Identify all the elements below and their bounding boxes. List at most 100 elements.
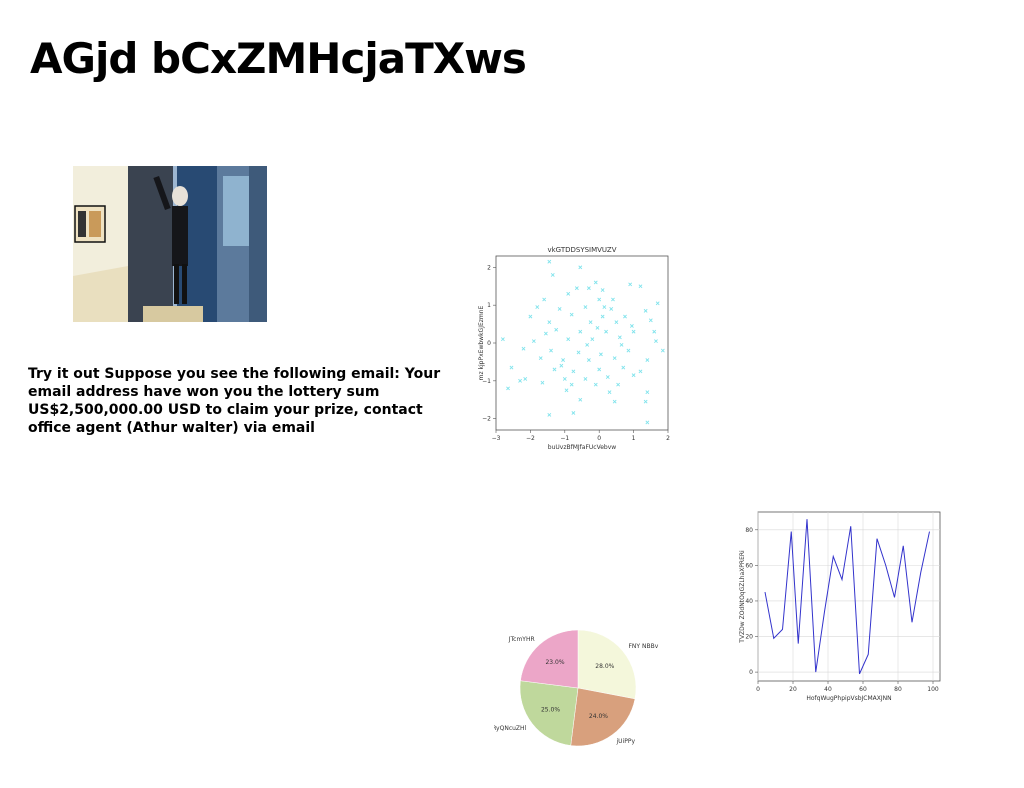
pie-chart: 28.0% FNY NBBv 24.0% jUiPPy 25.0% RyQNcuZHl 23… (494, 629, 659, 747)
scatter-point (593, 382, 598, 387)
scatter-point (643, 308, 648, 313)
scatter-point (655, 301, 660, 306)
scatter-point (599, 352, 603, 357)
scatter-point (559, 363, 564, 368)
pie-slice-label: RyQNcuZHl (494, 725, 527, 732)
scatter-point (566, 291, 571, 296)
scatter-plot-area (495, 255, 669, 431)
line-x-tick-label: 20 (789, 686, 797, 693)
scatter-point (638, 284, 643, 289)
scatter-point (631, 373, 636, 378)
line-y-tick-label: 60 (745, 562, 753, 569)
scatter-y-tick-label: 1 (487, 302, 491, 309)
scatter-point (578, 397, 583, 402)
scatter-x-axis-label: buUvzBfMJfaFUcVebvw (548, 444, 616, 451)
line-x-tick-label: 0 (756, 686, 760, 693)
line-x-tick-label: 100 (927, 686, 939, 693)
scatter-point (554, 327, 559, 332)
scatter-point (652, 329, 657, 334)
pie-slice (577, 629, 637, 700)
scatter-point (612, 399, 617, 404)
line-x-tick-label: 60 (859, 686, 867, 693)
scatter-point (643, 399, 648, 404)
scatter-point (535, 305, 540, 309)
scatter-point (571, 369, 576, 374)
scatter-point (557, 307, 562, 311)
scatter-point (547, 320, 552, 325)
scatter-point (593, 280, 598, 285)
scatter-point (609, 307, 614, 311)
scatter-y-tick-label: 0 (487, 340, 491, 347)
pie-slice-percent: 25.0% (541, 706, 560, 713)
scatter-point (538, 356, 543, 361)
scatter-point (547, 412, 552, 417)
pie-slice-percent: 24.0% (589, 713, 608, 720)
line-y-tick-label: 20 (745, 634, 753, 641)
scatter-point (586, 358, 591, 362)
line-y-axis-label: TVZDw ZOdNtOqGZLhaXPRERi (739, 550, 746, 644)
line-y-tick-label: 0 (749, 669, 753, 676)
scatter-y-axis-label: mz kjpPxEwbwkGJEzmnE (478, 305, 485, 380)
scatter-x-tick-label: 1 (632, 435, 636, 442)
scatter-point (566, 337, 571, 342)
scatter-x-tick-label: −1 (560, 435, 569, 442)
line-chart: 0 20 40 60 80 100020406080HofqWugPhpipVsbJCMA… (739, 511, 941, 702)
pie-slice (520, 629, 579, 689)
scatter-point (590, 337, 595, 342)
scatter-point (628, 282, 633, 287)
scatter-point (597, 367, 602, 372)
page-title: AGjd bCxZMHcjaTXws (30, 34, 527, 83)
scatter-point (602, 305, 607, 309)
pie-slice (570, 687, 636, 747)
scatter-point (506, 386, 510, 391)
scatter-point (607, 390, 612, 395)
scatter-point (586, 286, 591, 291)
scatter-y-tick-label: −1 (482, 378, 491, 385)
line-plot-area (757, 511, 941, 682)
line-y-tick-label: 40 (745, 598, 753, 605)
line-x-tick-label: 40 (824, 686, 832, 693)
scatter-point (595, 325, 600, 330)
pie-slice-label: FNY NBBv (628, 643, 658, 650)
scatter-point (597, 297, 602, 302)
scatter-x-tick-label: 0 (597, 435, 601, 442)
scatter-y-tick-label: −2 (482, 416, 491, 423)
scatter-point (509, 365, 514, 370)
scatter-point (604, 329, 608, 334)
scatter-point (623, 314, 627, 319)
scatter-point (660, 348, 665, 353)
scatter-point (583, 305, 588, 309)
scatter-point (588, 320, 593, 325)
scatter-point (574, 286, 579, 291)
scatter-point (638, 369, 643, 374)
scatter-point (562, 377, 567, 381)
scatter-point (500, 337, 505, 342)
scatter-point (605, 375, 610, 379)
scatter-point (600, 314, 605, 319)
line-y-tick-label: 80 (745, 527, 753, 534)
scatter-point (549, 348, 553, 353)
scatter-point (621, 365, 626, 370)
scatter-point (611, 297, 615, 302)
pie-slice-percent: 28.0% (595, 663, 614, 670)
line-x-tick-label: 80 (894, 686, 902, 693)
scatter-x-tick-label: −3 (492, 435, 501, 442)
scatter-point (600, 288, 605, 292)
scatter-point (645, 358, 650, 362)
scatter-point (614, 320, 619, 325)
line-x-axis-label: HofqWugPhpipVsbJCMAXJNN (806, 695, 891, 702)
line-series (764, 519, 930, 675)
scatter-point (547, 259, 552, 264)
scatter-point (540, 380, 545, 385)
scatter-point (576, 350, 581, 355)
scatter-point (550, 272, 555, 277)
scatter-point (631, 329, 636, 334)
scatter-point (616, 382, 621, 387)
scatter-chart: vkGTDDSYSIMVUZV −3 −2 −1 0 1 2 −2 −1 0 1 2 buUvzBfMJ… (478, 246, 670, 451)
scatter-point (645, 420, 650, 425)
scatter-point (626, 348, 631, 353)
scatter-point (569, 312, 574, 317)
scatter-point (648, 318, 653, 323)
scatter-x-tick-label: 2 (666, 435, 670, 442)
scatter-title: vkGTDDSYSIMVUZV (547, 246, 616, 254)
